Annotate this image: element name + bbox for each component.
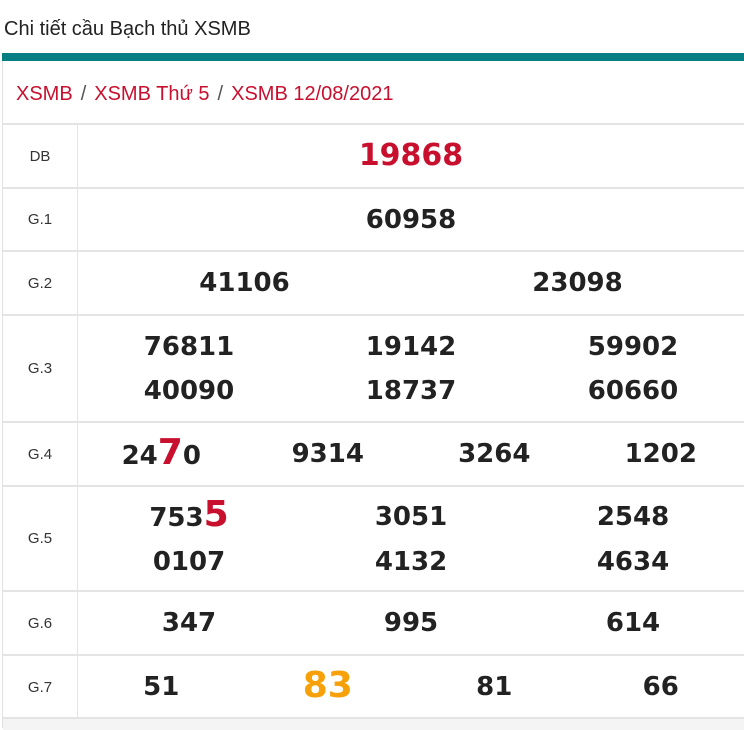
prize-label: G.4 — [3, 422, 78, 486]
number-digits: 0107 — [153, 547, 225, 577]
prize-label: G.1 — [3, 188, 78, 251]
prize-numbers: 60958 — [78, 188, 744, 251]
prize-number-grid: 60958 — [78, 198, 744, 242]
number-digits: 753 — [149, 503, 203, 533]
prize-number: 40090 — [78, 369, 300, 413]
prize-number: 81 — [411, 665, 578, 709]
number-digits: 4132 — [375, 547, 447, 577]
prize-numbers: 76811 19142 59902 40090 18737 60660 — [78, 315, 744, 422]
prize-number: 0107 — [78, 540, 300, 584]
prize-number: 4634 — [522, 540, 744, 584]
prize-number: 19868 — [78, 134, 744, 178]
prize-row: G.7 51 83 81 66 — [3, 655, 744, 718]
prize-number-grid: 19868 — [78, 134, 744, 178]
prize-number: 3264 — [411, 432, 578, 476]
prize-number: 60660 — [522, 369, 744, 413]
prize-numbers: 7535 3051 2548 0107 4132 4634 — [78, 486, 744, 591]
highlighted-digits: 83 — [303, 665, 353, 706]
table-footer — [3, 717, 744, 730]
breadcrumb-xsmb[interactable]: XSMB — [16, 83, 73, 105]
prize-label: DB — [3, 124, 78, 188]
prize-number-grid: 76811 19142 59902 40090 18737 60660 — [78, 325, 744, 413]
number-digits: 614 — [606, 608, 660, 638]
prize-label: G.6 — [3, 591, 78, 655]
number-digits: 51 — [143, 672, 179, 702]
prize-label: G.2 — [3, 251, 78, 315]
breadcrumb-separator: / — [81, 83, 87, 105]
prize-numbers: 41106 23098 — [78, 251, 744, 315]
prize-number: 614 — [522, 601, 744, 645]
prize-number: 2548 — [522, 495, 744, 539]
highlighted-digits: 7 — [158, 432, 183, 473]
prize-number-grid: 2470 9314 3264 1202 — [78, 431, 744, 478]
prize-row: G.1 60958 — [3, 188, 744, 251]
prize-number: 76811 — [78, 325, 300, 369]
breadcrumb-xsmb-thu-5[interactable]: XSMB Thứ 5 — [94, 83, 209, 105]
prize-number: 66 — [578, 665, 744, 709]
prize-number: 347 — [78, 601, 300, 645]
highlighted-digits: 5 — [204, 494, 229, 535]
breadcrumb-separator: / — [218, 83, 224, 105]
prize-number: 7535 — [78, 493, 300, 540]
prize-number: 23098 — [411, 261, 744, 305]
prize-numbers: 347 995 614 — [78, 591, 744, 655]
breadcrumb-xsmb-date[interactable]: XSMB 12/08/2021 — [231, 83, 393, 105]
page-title: Chi tiết cầu Bạch thủ XSMB — [4, 18, 251, 41]
accent-bar — [2, 53, 744, 61]
prize-label: G.7 — [3, 655, 78, 718]
number-digits: 4634 — [597, 547, 669, 577]
prize-number: 41106 — [78, 261, 411, 305]
prize-number: 3051 — [300, 495, 522, 539]
number-digits: 9314 — [292, 439, 364, 469]
number-digits: 1202 — [625, 439, 697, 469]
prize-number-grid: 7535 3051 2548 0107 4132 4634 — [78, 493, 744, 584]
prize-row: DB 19868 — [3, 124, 744, 188]
number-digits: 59902 — [588, 332, 678, 362]
number-digits: 66 — [643, 672, 679, 702]
prize-number: 1202 — [578, 432, 744, 476]
number-digits: 40090 — [144, 376, 234, 406]
number-digits: 3264 — [458, 439, 530, 469]
number-digits: 60958 — [366, 205, 456, 235]
prize-row: G.2 41106 23098 — [3, 251, 744, 315]
prize-number: 59902 — [522, 325, 744, 369]
number-digits: 41106 — [199, 268, 289, 298]
number-digits: 81 — [476, 672, 512, 702]
number-digits: 23098 — [532, 268, 622, 298]
number-digits: 24 — [122, 441, 158, 471]
number-digits: 19142 — [366, 332, 456, 362]
prize-number: 9314 — [245, 432, 412, 476]
number-digits: 76811 — [144, 332, 234, 362]
prize-label: G.5 — [3, 486, 78, 591]
number-digits: 995 — [384, 608, 438, 638]
prize-number-grid: 51 83 81 66 — [78, 664, 744, 711]
prize-numbers: 51 83 81 66 — [78, 655, 744, 718]
number-digits: 19868 — [359, 138, 463, 173]
prize-number: 18737 — [300, 369, 522, 413]
prize-row: G.6 347 995 614 — [3, 591, 744, 655]
number-digits: 0 — [183, 441, 201, 471]
number-digits: 18737 — [366, 376, 456, 406]
number-digits: 347 — [162, 608, 216, 638]
number-digits: 3051 — [375, 502, 447, 532]
prize-number-grid: 347 995 614 — [78, 601, 744, 645]
number-digits: 60660 — [588, 376, 678, 406]
prize-number: 51 — [78, 665, 245, 709]
prize-number: 60958 — [78, 198, 744, 242]
prize-number: 995 — [300, 601, 522, 645]
prize-label: G.3 — [3, 315, 78, 422]
prize-number: 83 — [245, 664, 412, 711]
prize-row: G.3 76811 19142 59902 40090 18737 60660 — [3, 315, 744, 422]
prize-numbers: 2470 9314 3264 1202 — [78, 422, 744, 486]
prize-number: 2470 — [78, 431, 245, 478]
breadcrumb: XSMB / XSMB Thứ 5 / XSMB 12/08/2021 — [16, 83, 393, 106]
prize-number: 19142 — [300, 325, 522, 369]
results-table: DB 19868 G.1 60958 G.2 41106 23098 G.3 76811 1914… — [3, 123, 744, 718]
prize-number-grid: 41106 23098 — [78, 261, 744, 305]
prize-numbers: 19868 — [78, 124, 744, 188]
number-digits: 2548 — [597, 502, 669, 532]
prize-number: 4132 — [300, 540, 522, 584]
